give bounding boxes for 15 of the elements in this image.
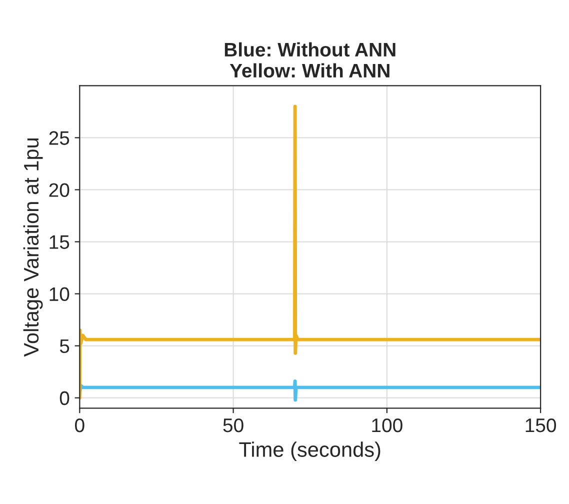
y-tick-label: 10 <box>50 287 70 302</box>
line-series <box>80 379 541 402</box>
x-tick-label: 100 <box>372 418 402 432</box>
y-tick-label: 5 <box>60 339 70 354</box>
y-axis-title: Voltage Variation at 1pu <box>23 138 43 357</box>
x-tick-label: 0 <box>75 418 84 432</box>
y-tick-label: 20 <box>49 183 70 197</box>
y-tick-label: 25 <box>49 131 70 145</box>
y-tick-label: 15 <box>50 235 70 249</box>
x-tick-label: 50 <box>223 418 244 432</box>
y-tick-label: 0 <box>60 391 70 406</box>
x-axis-title: Time (seconds) <box>239 442 380 462</box>
chart-title: Blue: Without ANN Yellow: With ANN <box>224 42 396 78</box>
line-series <box>80 104 541 400</box>
x-tick-label: 150 <box>526 418 556 432</box>
